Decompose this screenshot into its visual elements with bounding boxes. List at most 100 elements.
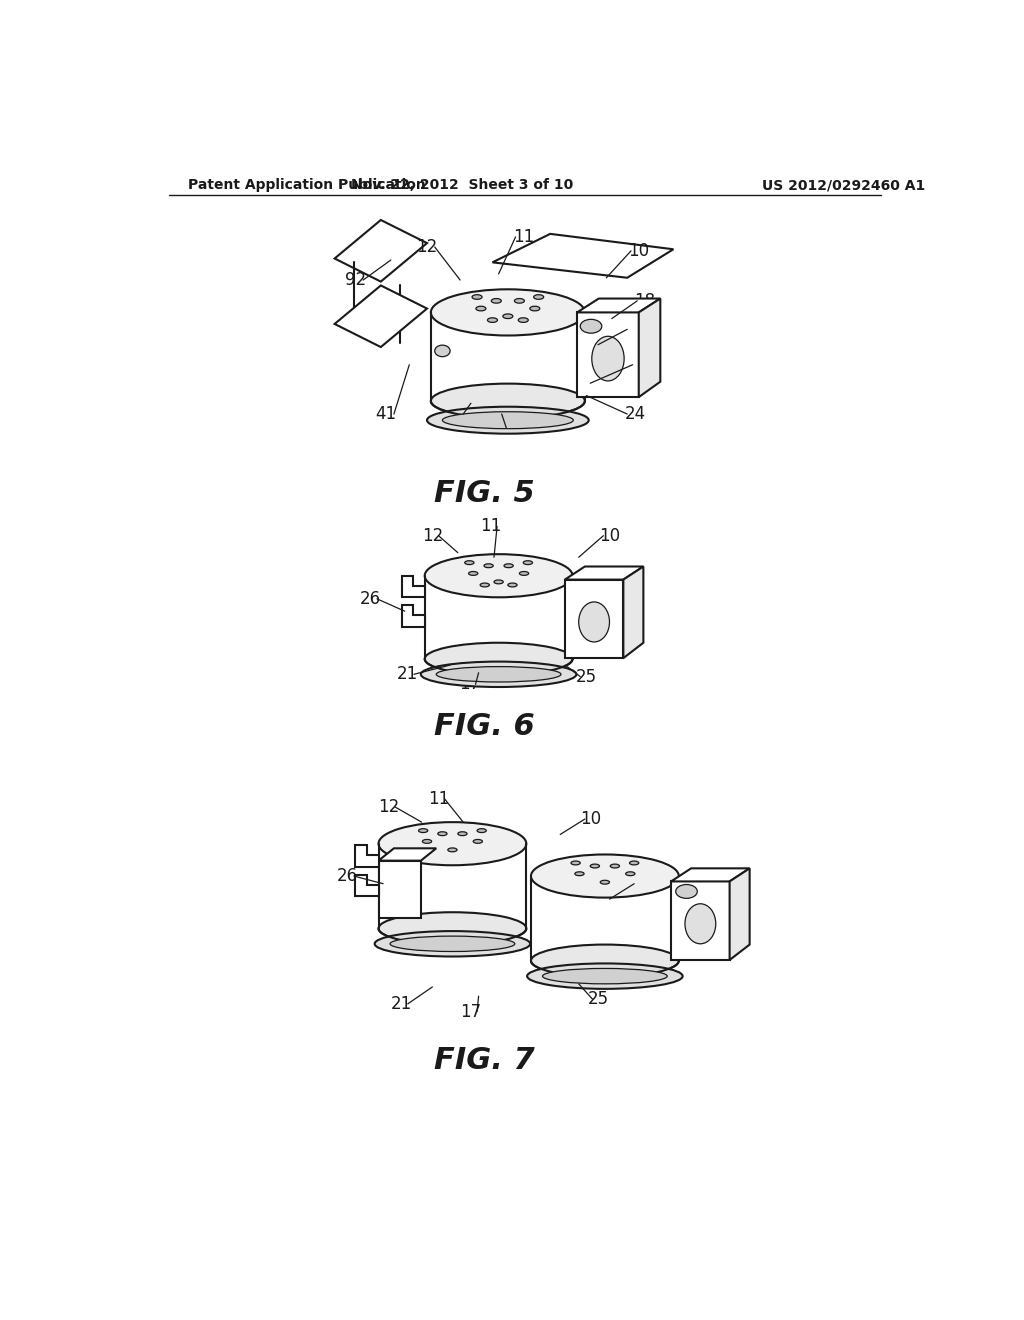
Ellipse shape (458, 832, 467, 836)
Ellipse shape (571, 861, 581, 865)
Text: 13: 13 (630, 356, 651, 374)
Ellipse shape (518, 318, 528, 322)
Ellipse shape (527, 964, 683, 989)
Text: 21: 21 (488, 418, 509, 437)
Text: 26: 26 (360, 590, 381, 607)
Text: 17: 17 (459, 676, 480, 693)
Ellipse shape (574, 871, 584, 875)
Polygon shape (335, 285, 427, 347)
Text: FIG. 5: FIG. 5 (434, 479, 536, 508)
Ellipse shape (442, 412, 573, 429)
Bar (565, 579, 624, 659)
Polygon shape (578, 298, 660, 313)
Ellipse shape (494, 579, 503, 583)
Ellipse shape (419, 829, 428, 833)
Text: 12: 12 (417, 238, 437, 256)
Text: 11: 11 (513, 228, 534, 246)
Polygon shape (639, 298, 660, 397)
Ellipse shape (531, 945, 679, 977)
Ellipse shape (626, 871, 635, 875)
Ellipse shape (531, 854, 679, 898)
Polygon shape (671, 869, 750, 882)
Ellipse shape (487, 318, 498, 322)
Ellipse shape (472, 294, 482, 300)
Ellipse shape (379, 822, 526, 866)
Text: 21: 21 (397, 665, 419, 684)
Ellipse shape (529, 306, 540, 312)
Text: 24: 24 (625, 405, 645, 422)
Polygon shape (355, 845, 379, 867)
Text: 25: 25 (588, 990, 609, 1008)
Ellipse shape (480, 583, 489, 587)
Polygon shape (335, 220, 427, 281)
Text: 11: 11 (428, 791, 450, 808)
Text: FIG. 7: FIG. 7 (434, 1047, 536, 1076)
Ellipse shape (514, 298, 524, 304)
Polygon shape (624, 566, 643, 659)
Ellipse shape (421, 661, 577, 686)
Ellipse shape (503, 314, 513, 318)
Ellipse shape (579, 602, 609, 642)
Polygon shape (730, 869, 750, 960)
Ellipse shape (425, 554, 572, 597)
Ellipse shape (431, 289, 585, 335)
Polygon shape (355, 875, 379, 896)
Text: 12: 12 (422, 527, 443, 545)
Ellipse shape (630, 861, 639, 865)
Ellipse shape (676, 884, 697, 899)
Ellipse shape (375, 931, 530, 957)
Ellipse shape (473, 840, 482, 843)
Text: 41: 41 (376, 405, 396, 422)
Text: 18: 18 (634, 292, 655, 310)
Ellipse shape (431, 384, 585, 418)
Ellipse shape (534, 294, 544, 300)
Ellipse shape (477, 829, 486, 833)
Text: 14: 14 (625, 321, 645, 338)
Polygon shape (565, 566, 643, 579)
Text: 25: 25 (575, 668, 597, 685)
Bar (379, 861, 421, 919)
Text: US 2012/0292460 A1: US 2012/0292460 A1 (762, 178, 926, 193)
Ellipse shape (465, 561, 474, 565)
Ellipse shape (379, 912, 526, 945)
Ellipse shape (543, 969, 668, 983)
Ellipse shape (435, 345, 451, 356)
Text: 10: 10 (628, 242, 649, 260)
Text: 26: 26 (337, 867, 358, 884)
Text: FIG. 6: FIG. 6 (434, 713, 536, 741)
Ellipse shape (523, 561, 532, 565)
Ellipse shape (438, 832, 447, 836)
Ellipse shape (469, 572, 478, 576)
Polygon shape (401, 605, 425, 627)
Text: 92: 92 (345, 271, 366, 289)
Text: Nov. 22, 2012  Sheet 3 of 10: Nov. 22, 2012 Sheet 3 of 10 (350, 178, 572, 193)
Ellipse shape (519, 572, 528, 576)
Ellipse shape (504, 564, 513, 568)
Ellipse shape (508, 583, 517, 587)
Ellipse shape (581, 319, 602, 333)
Polygon shape (493, 234, 674, 277)
Polygon shape (401, 576, 425, 598)
Text: 17: 17 (461, 1003, 481, 1020)
Bar (671, 882, 730, 960)
Text: 12: 12 (378, 797, 399, 816)
Ellipse shape (492, 298, 502, 304)
Ellipse shape (425, 643, 572, 675)
Ellipse shape (600, 880, 609, 884)
Text: 17: 17 (445, 405, 466, 422)
Ellipse shape (427, 407, 589, 434)
Ellipse shape (390, 936, 515, 952)
Text: 10: 10 (599, 527, 621, 545)
Ellipse shape (476, 306, 486, 312)
Ellipse shape (590, 865, 599, 869)
Ellipse shape (436, 667, 561, 682)
Ellipse shape (610, 865, 620, 869)
Text: Patent Application Publication: Patent Application Publication (188, 178, 426, 193)
Ellipse shape (484, 564, 494, 568)
Text: 21: 21 (391, 995, 413, 1012)
Text: 18: 18 (630, 875, 651, 892)
Ellipse shape (592, 337, 625, 381)
Bar (578, 313, 639, 397)
Text: 10: 10 (581, 810, 601, 828)
Text: 11: 11 (480, 517, 502, 536)
